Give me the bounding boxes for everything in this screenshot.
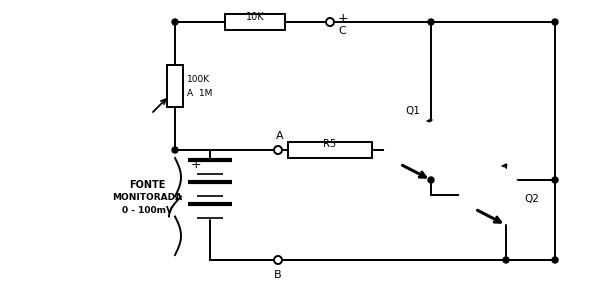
Circle shape xyxy=(460,165,520,225)
Circle shape xyxy=(326,18,334,26)
Circle shape xyxy=(552,257,558,263)
Circle shape xyxy=(274,256,282,264)
Text: B: B xyxy=(274,270,282,280)
Text: +: + xyxy=(191,158,202,171)
Circle shape xyxy=(172,147,178,153)
Circle shape xyxy=(428,19,434,25)
FancyBboxPatch shape xyxy=(288,142,372,158)
Text: C: C xyxy=(338,26,346,36)
Text: A  1M: A 1M xyxy=(187,88,212,97)
Text: MONITORADA: MONITORADA xyxy=(112,193,182,202)
Circle shape xyxy=(385,120,445,180)
Circle shape xyxy=(552,177,558,183)
Text: 10K: 10K xyxy=(245,12,265,22)
Circle shape xyxy=(428,177,434,183)
Text: FONTE: FONTE xyxy=(129,179,165,190)
FancyBboxPatch shape xyxy=(225,14,285,30)
Text: R5: R5 xyxy=(323,139,337,149)
Text: 0 - 100mV: 0 - 100mV xyxy=(121,206,173,215)
Text: +: + xyxy=(338,12,349,25)
Text: A: A xyxy=(276,131,284,141)
Text: Q2: Q2 xyxy=(524,194,539,204)
Circle shape xyxy=(274,146,282,154)
Circle shape xyxy=(552,19,558,25)
Circle shape xyxy=(172,19,178,25)
Text: Q1: Q1 xyxy=(406,106,421,116)
Text: 100K: 100K xyxy=(187,75,210,84)
Circle shape xyxy=(503,257,509,263)
FancyBboxPatch shape xyxy=(167,65,183,107)
